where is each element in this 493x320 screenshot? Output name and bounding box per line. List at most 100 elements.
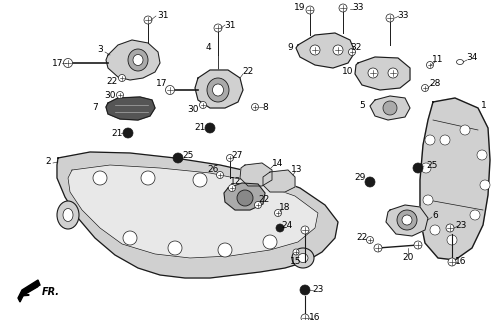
Circle shape bbox=[414, 241, 422, 249]
Text: 1: 1 bbox=[481, 100, 487, 109]
Ellipse shape bbox=[292, 248, 314, 268]
Text: 31: 31 bbox=[157, 12, 169, 20]
Circle shape bbox=[275, 210, 282, 217]
Circle shape bbox=[168, 241, 182, 255]
Circle shape bbox=[64, 59, 72, 68]
Polygon shape bbox=[370, 96, 410, 120]
Text: 23: 23 bbox=[312, 285, 324, 294]
Circle shape bbox=[310, 45, 320, 55]
Text: 22: 22 bbox=[258, 196, 270, 204]
Circle shape bbox=[218, 243, 232, 257]
Circle shape bbox=[263, 235, 277, 249]
Circle shape bbox=[214, 24, 222, 32]
Circle shape bbox=[422, 84, 428, 92]
Circle shape bbox=[226, 155, 234, 162]
Ellipse shape bbox=[457, 60, 463, 65]
Polygon shape bbox=[224, 183, 265, 210]
Text: 17: 17 bbox=[156, 79, 168, 89]
Circle shape bbox=[141, 171, 155, 185]
Circle shape bbox=[386, 14, 394, 22]
Text: 20: 20 bbox=[402, 253, 414, 262]
Polygon shape bbox=[386, 205, 428, 236]
Ellipse shape bbox=[207, 78, 229, 102]
Ellipse shape bbox=[133, 54, 143, 66]
Text: 7: 7 bbox=[92, 103, 98, 113]
Text: 3: 3 bbox=[97, 45, 103, 54]
Text: 15: 15 bbox=[290, 258, 302, 267]
Text: 9: 9 bbox=[287, 44, 293, 52]
Text: 6: 6 bbox=[432, 211, 438, 220]
Polygon shape bbox=[106, 40, 160, 80]
Text: 25: 25 bbox=[426, 161, 438, 170]
Text: 22: 22 bbox=[356, 233, 368, 242]
Ellipse shape bbox=[383, 101, 397, 115]
Ellipse shape bbox=[57, 201, 79, 229]
Text: 32: 32 bbox=[351, 43, 362, 52]
Circle shape bbox=[144, 16, 152, 24]
Polygon shape bbox=[240, 163, 272, 186]
Ellipse shape bbox=[128, 49, 148, 71]
Text: 21: 21 bbox=[111, 129, 123, 138]
Text: 30: 30 bbox=[187, 106, 199, 115]
Circle shape bbox=[116, 92, 124, 99]
Text: 29: 29 bbox=[354, 173, 366, 182]
Circle shape bbox=[423, 195, 433, 205]
Circle shape bbox=[123, 128, 133, 138]
Circle shape bbox=[480, 180, 490, 190]
Circle shape bbox=[276, 224, 284, 232]
Circle shape bbox=[193, 173, 207, 187]
Circle shape bbox=[300, 285, 310, 295]
Text: 27: 27 bbox=[231, 150, 243, 159]
Circle shape bbox=[421, 163, 431, 173]
Text: 4: 4 bbox=[205, 43, 211, 52]
Text: 14: 14 bbox=[272, 158, 283, 167]
Circle shape bbox=[339, 4, 347, 12]
Circle shape bbox=[93, 171, 107, 185]
Text: 12: 12 bbox=[230, 178, 242, 187]
Ellipse shape bbox=[298, 253, 308, 262]
Circle shape bbox=[460, 125, 470, 135]
Ellipse shape bbox=[63, 209, 73, 221]
Ellipse shape bbox=[212, 84, 223, 96]
Text: 19: 19 bbox=[294, 4, 306, 12]
Circle shape bbox=[349, 49, 355, 55]
Circle shape bbox=[301, 226, 309, 234]
Polygon shape bbox=[420, 98, 490, 260]
Ellipse shape bbox=[402, 215, 412, 225]
Circle shape bbox=[173, 153, 183, 163]
Circle shape bbox=[306, 6, 314, 14]
Text: 25: 25 bbox=[182, 150, 194, 159]
Circle shape bbox=[333, 45, 343, 55]
Text: 22: 22 bbox=[106, 77, 118, 86]
Ellipse shape bbox=[397, 210, 417, 230]
Text: 10: 10 bbox=[342, 68, 354, 76]
Circle shape bbox=[205, 123, 215, 133]
Circle shape bbox=[254, 202, 261, 209]
Text: 24: 24 bbox=[282, 221, 293, 230]
Polygon shape bbox=[296, 33, 355, 68]
Text: 31: 31 bbox=[224, 20, 236, 29]
Circle shape bbox=[166, 85, 175, 94]
Text: 13: 13 bbox=[291, 165, 303, 174]
Circle shape bbox=[365, 177, 375, 187]
Text: 16: 16 bbox=[309, 314, 321, 320]
Polygon shape bbox=[106, 97, 155, 120]
Circle shape bbox=[123, 231, 137, 245]
Text: 11: 11 bbox=[432, 55, 444, 65]
Circle shape bbox=[413, 163, 423, 173]
Text: 2: 2 bbox=[45, 157, 51, 166]
Circle shape bbox=[425, 135, 435, 145]
Text: FR.: FR. bbox=[42, 287, 60, 297]
Text: 17: 17 bbox=[52, 59, 64, 68]
Circle shape bbox=[366, 236, 374, 244]
Polygon shape bbox=[18, 280, 40, 302]
Circle shape bbox=[368, 68, 378, 78]
Circle shape bbox=[228, 185, 236, 191]
Circle shape bbox=[448, 258, 456, 266]
Circle shape bbox=[301, 314, 309, 320]
Text: 34: 34 bbox=[466, 53, 478, 62]
Text: 28: 28 bbox=[429, 78, 441, 87]
Text: 23: 23 bbox=[456, 220, 467, 229]
Polygon shape bbox=[68, 165, 318, 258]
Text: 21: 21 bbox=[194, 124, 206, 132]
